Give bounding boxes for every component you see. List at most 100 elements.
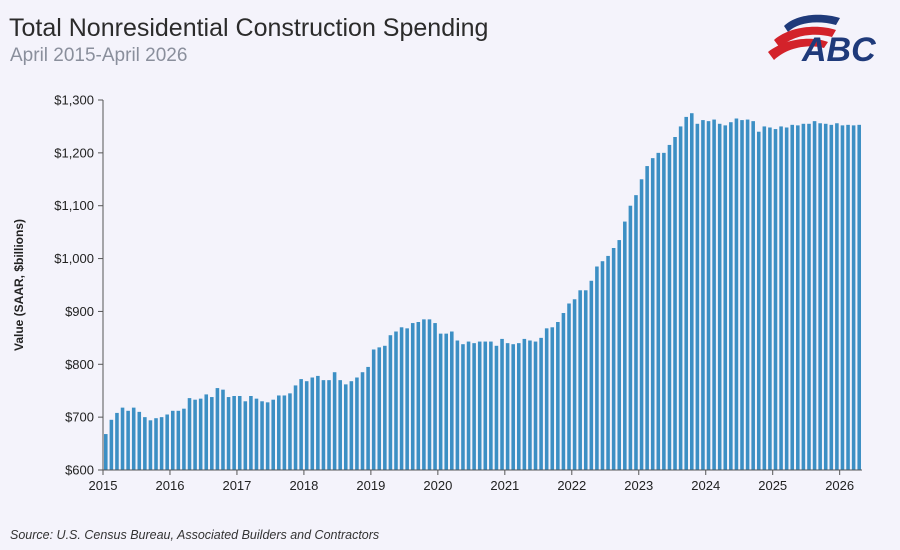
- bar: [662, 152, 666, 471]
- bar: [371, 349, 376, 470]
- y-tick-label: $1,200: [54, 145, 94, 160]
- bar: [762, 126, 767, 471]
- bar: [327, 380, 331, 470]
- bar: [673, 137, 677, 470]
- bar: [293, 385, 298, 470]
- bar: [706, 121, 711, 470]
- bar: [405, 328, 409, 470]
- bar: [539, 337, 543, 470]
- bar: [483, 341, 488, 470]
- bar: [131, 407, 136, 470]
- bar: [170, 410, 175, 470]
- bar: [137, 411, 142, 470]
- bar: [489, 341, 493, 470]
- bar: [723, 125, 728, 471]
- bar: [717, 123, 722, 470]
- bar: [438, 333, 443, 470]
- bar: [701, 120, 705, 470]
- bar: [316, 375, 320, 470]
- bar: [109, 419, 114, 470]
- bar: [455, 340, 460, 470]
- x-tick-label: 2020: [423, 478, 452, 493]
- bar: [628, 205, 633, 470]
- bar: [288, 393, 292, 470]
- bar: [583, 290, 588, 470]
- bar: [522, 338, 527, 470]
- bar: [544, 328, 549, 470]
- bar: [779, 126, 783, 471]
- bar: [606, 255, 610, 470]
- bar: [416, 322, 421, 470]
- bar: [377, 347, 382, 470]
- bar: [394, 331, 398, 470]
- source-note: Source: U.S. Census Bureau, Associated B…: [10, 528, 380, 542]
- bar: [332, 372, 337, 470]
- bar: [751, 121, 755, 470]
- bar: [740, 120, 744, 470]
- y-axis-ticks: $600 $700 $800 $900 $1,000 $1,100 $1,200 $1,300: [54, 93, 103, 478]
- bar: [182, 408, 186, 470]
- bar: [840, 125, 845, 471]
- logo-text: ABC: [801, 31, 876, 68]
- bar: [734, 118, 739, 470]
- bar: [433, 323, 437, 470]
- bar: [321, 380, 326, 470]
- bar: [578, 290, 582, 470]
- bar: [790, 124, 795, 470]
- chart-subtitle: April 2015-April 2026: [10, 45, 188, 66]
- x-tick-label: 2026: [825, 478, 854, 493]
- y-tick-label: $700: [65, 410, 94, 425]
- bar: [745, 119, 750, 470]
- bar: [645, 166, 649, 470]
- bar: [271, 399, 275, 470]
- bar: [427, 319, 432, 470]
- bar: [422, 319, 426, 470]
- bar: [611, 248, 616, 470]
- bar: [165, 414, 169, 470]
- chart-title: Total Nonresidential Construction Spendi…: [9, 14, 489, 42]
- bar: [567, 303, 571, 470]
- bar: [466, 341, 471, 470]
- bar: [343, 384, 348, 470]
- bar: [204, 394, 209, 470]
- bar: [193, 399, 197, 470]
- bar: [812, 121, 817, 470]
- bar: [801, 123, 806, 470]
- x-tick-label: 2023: [624, 478, 653, 493]
- bar: [226, 397, 231, 470]
- bar: [634, 195, 638, 470]
- bar: [617, 240, 622, 470]
- x-tick-label: 2018: [289, 478, 318, 493]
- bar: [450, 331, 454, 470]
- y-tick-label: $1,100: [54, 198, 94, 213]
- bar: [232, 396, 236, 470]
- bar: [154, 418, 158, 470]
- x-tick-label: 2025: [758, 478, 787, 493]
- x-tick-label: 2015: [89, 478, 118, 493]
- bar: [148, 420, 153, 470]
- x-tick-label: 2024: [691, 478, 720, 493]
- bar: [556, 322, 560, 470]
- y-tick-label: $900: [65, 304, 94, 319]
- bar: [690, 113, 694, 471]
- bar: [500, 338, 504, 470]
- bar: [277, 395, 281, 470]
- bar: [650, 158, 655, 470]
- y-axis-label: Value (SAAR, $billions): [12, 219, 26, 351]
- bar: [857, 124, 861, 470]
- bar: [461, 344, 465, 470]
- bar: [807, 123, 811, 470]
- bar: [684, 116, 688, 470]
- bar: [477, 341, 482, 470]
- bar: [818, 123, 822, 470]
- bar: [494, 345, 499, 470]
- bar: [851, 125, 856, 471]
- bar: [472, 343, 476, 470]
- bar: [678, 126, 683, 471]
- bar: [388, 335, 393, 470]
- bar: [243, 401, 248, 470]
- bar: [835, 123, 839, 470]
- bar: [600, 261, 605, 470]
- bar: [410, 323, 415, 470]
- x-axis-ticks: 2015 2016 2017 2018 2019 2020 2021 2022 2023 2024…: [89, 470, 854, 493]
